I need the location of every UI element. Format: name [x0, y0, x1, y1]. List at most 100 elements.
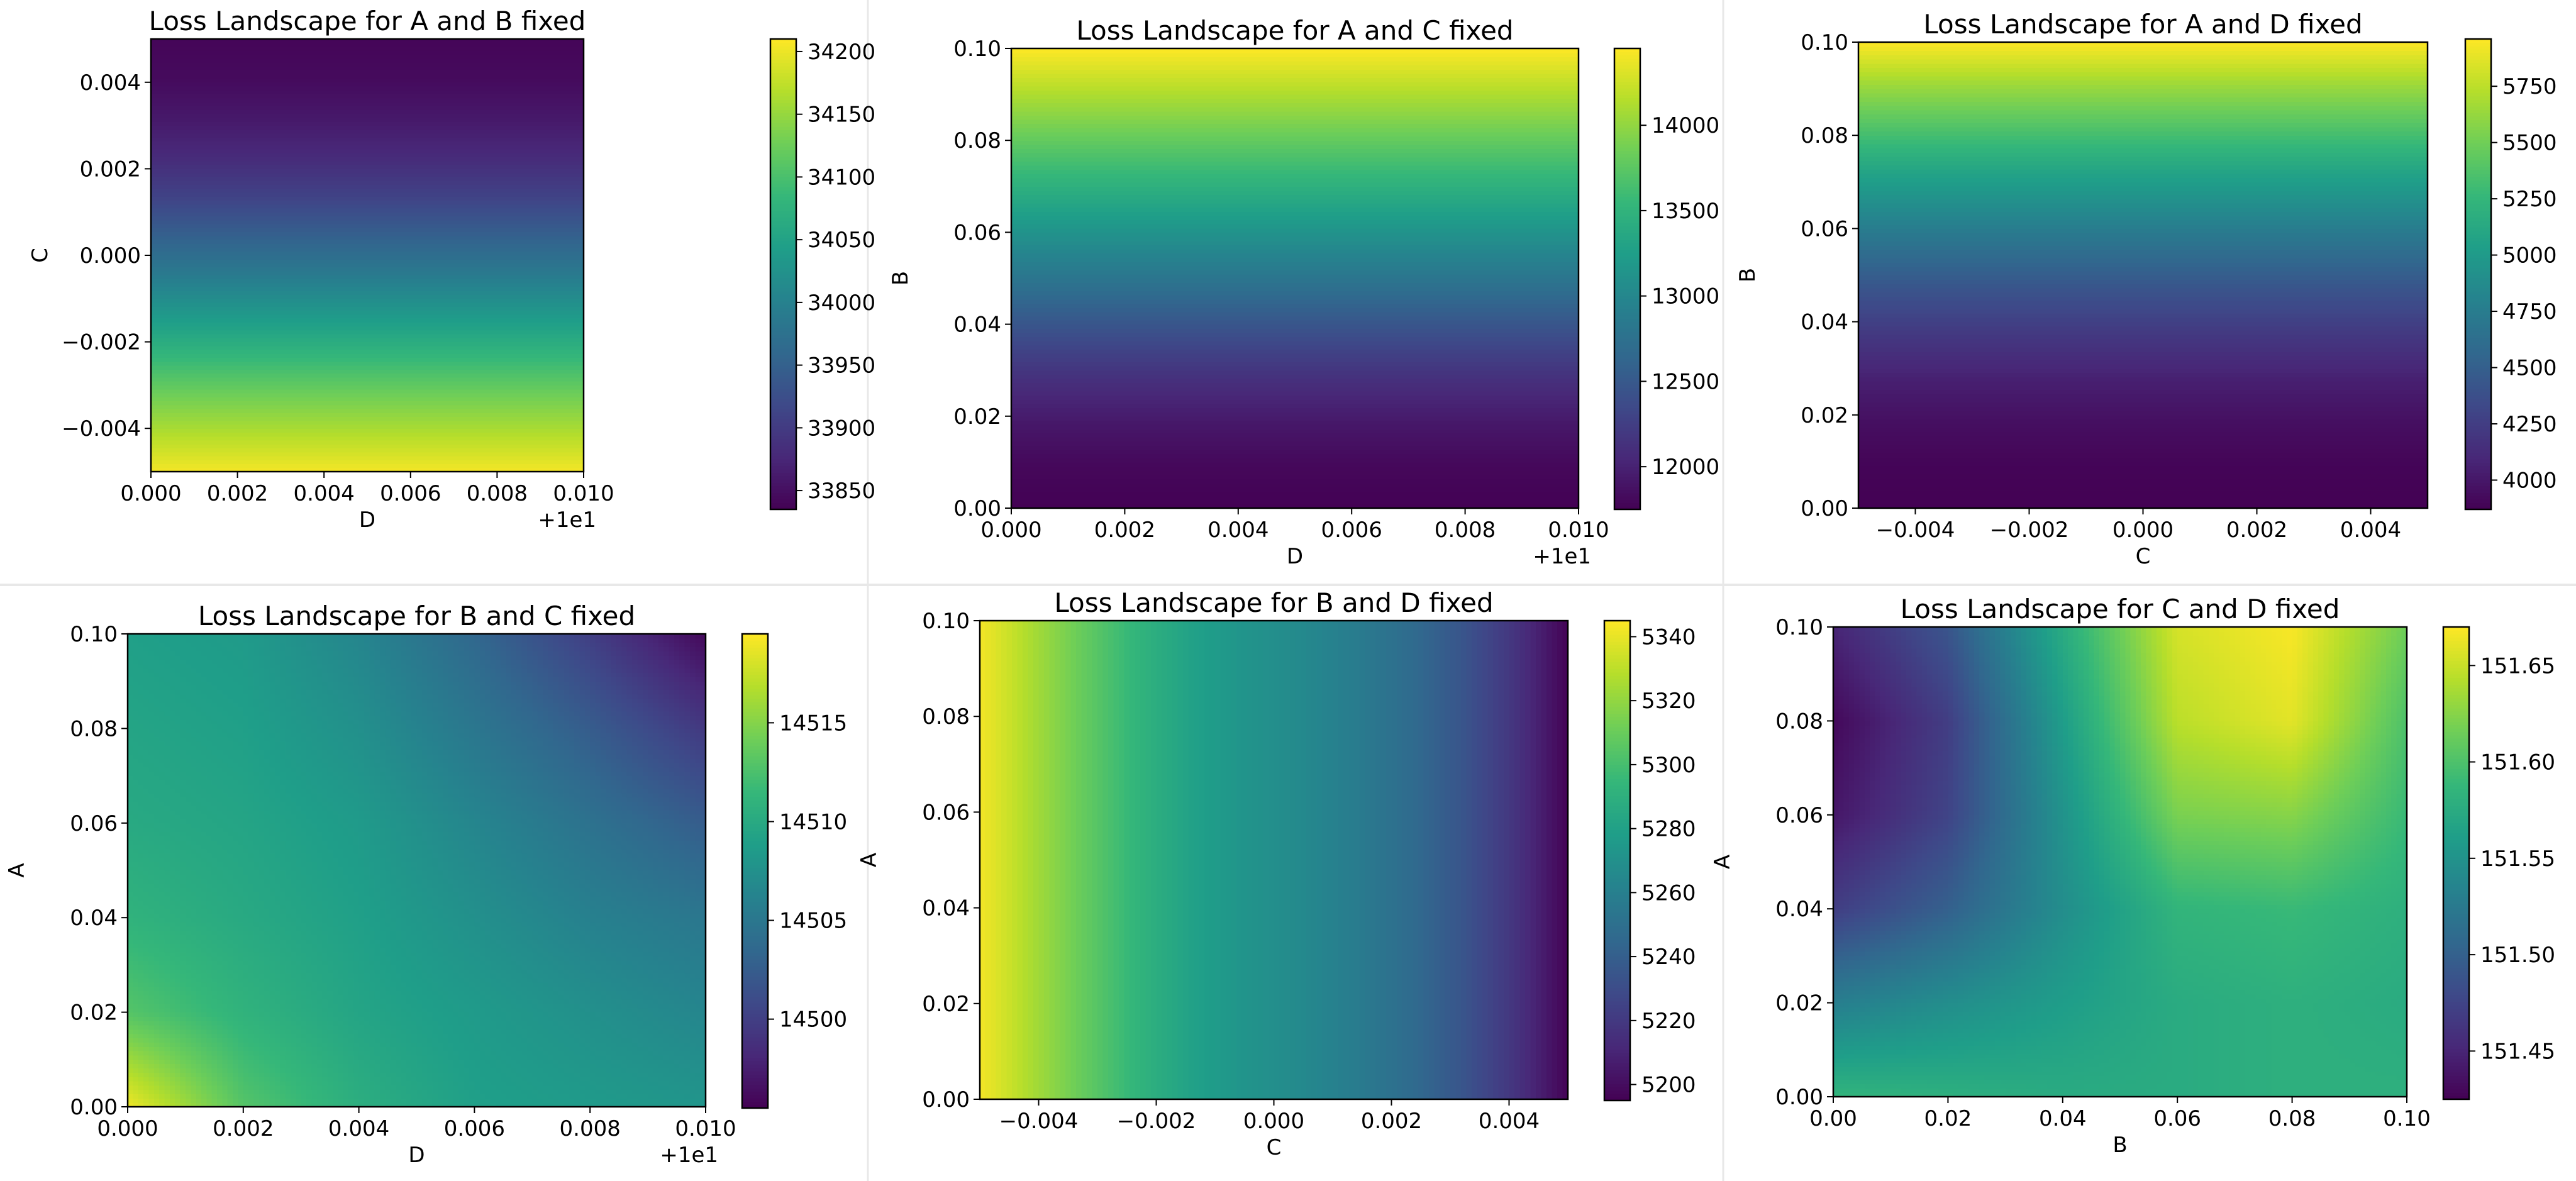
heatmap-cell	[446, 405, 450, 409]
heatmap-cell	[265, 463, 269, 468]
heatmap-cell	[486, 456, 490, 460]
heatmap-cell	[465, 444, 470, 448]
heatmap-cell	[292, 401, 297, 405]
heatmap-cell	[536, 436, 541, 441]
heatmap-cell	[395, 401, 399, 405]
heatmap-cell	[501, 428, 506, 433]
heatmap-cell	[414, 428, 419, 433]
heatmap-cell	[308, 463, 313, 468]
heatmap-cell	[486, 428, 490, 433]
heatmap-cell	[328, 424, 332, 429]
heatmap-cell	[343, 405, 348, 409]
heatmap-cell	[222, 409, 226, 413]
heatmap-cell	[568, 413, 572, 417]
heatmap-cell	[575, 409, 580, 413]
heatmap-cell	[407, 440, 411, 445]
heatmap-cell	[222, 452, 226, 457]
heatmap-cell	[442, 397, 447, 401]
heatmap-cell	[292, 432, 297, 436]
heatmap-cell	[509, 444, 513, 448]
heatmap-cell	[230, 432, 234, 436]
heatmap-cell	[320, 460, 325, 464]
heatmap-cell	[375, 436, 380, 441]
heatmap-cell	[249, 444, 253, 448]
heatmap-cell	[477, 393, 482, 397]
heatmap-cell	[343, 436, 348, 441]
heatmap-cell	[560, 421, 564, 425]
heatmap-cell	[486, 440, 490, 445]
heatmap-cell	[387, 456, 391, 460]
heatmap-cell	[556, 385, 560, 389]
heatmap-cell	[430, 424, 435, 429]
heatmap-cell	[261, 424, 265, 429]
heatmap-cell	[387, 385, 391, 389]
heatmap-cell	[434, 413, 438, 417]
heatmap-cell	[320, 389, 325, 394]
heatmap-cell	[253, 448, 258, 452]
heatmap-cell	[521, 421, 525, 425]
heatmap-cell	[505, 448, 509, 452]
heatmap-cell	[352, 456, 356, 460]
heatmap-cell	[493, 397, 497, 401]
heatmap-cell	[458, 397, 462, 401]
heatmap-cell	[280, 424, 285, 429]
heatmap-cell	[575, 389, 580, 394]
heatmap-cell	[242, 413, 246, 417]
heatmap-cell	[481, 436, 486, 441]
heatmap-cell	[489, 413, 494, 417]
heatmap-cell	[273, 413, 277, 417]
heatmap-cell	[430, 413, 435, 417]
heatmap-cell	[371, 416, 375, 421]
heatmap-cell	[497, 421, 501, 425]
heatmap-cell	[242, 428, 246, 433]
heatmap-cell	[163, 397, 167, 401]
heatmap-cell	[296, 460, 301, 464]
heatmap-cell	[517, 448, 521, 452]
heatmap-cell	[497, 448, 501, 452]
heatmap-cell	[238, 436, 242, 441]
heatmap-cell	[418, 452, 423, 457]
heatmap-cell	[568, 452, 572, 457]
heatmap-cell	[525, 448, 529, 452]
heatmap-cell	[308, 428, 313, 433]
heatmap-cell	[391, 436, 396, 441]
heatmap-cell	[170, 413, 175, 417]
heatmap-cell	[430, 428, 435, 433]
heatmap-cell	[430, 401, 435, 405]
heatmap-cell	[320, 452, 325, 457]
heatmap-cell	[364, 444, 368, 448]
heatmap-cell	[391, 440, 396, 445]
heatmap-cell	[214, 401, 218, 405]
heatmap-cell	[477, 432, 482, 436]
heatmap-cell	[465, 463, 470, 468]
heatmap-cell	[513, 416, 517, 421]
heatmap-cell	[348, 389, 352, 394]
heatmap-cell	[210, 460, 214, 464]
heatmap-cell	[465, 405, 470, 409]
heatmap-cell	[474, 452, 478, 457]
heatmap-cell	[418, 405, 423, 409]
heatmap-cell	[308, 416, 313, 421]
heatmap-cell	[383, 416, 387, 421]
heatmap-cell	[242, 397, 246, 401]
heatmap-cell	[399, 424, 403, 429]
heatmap-cell	[391, 463, 396, 468]
heatmap-cell	[332, 416, 336, 421]
heatmap-cell	[249, 440, 253, 445]
heatmap-cell	[544, 397, 548, 401]
heatmap-cell	[423, 416, 427, 421]
heatmap-cell	[438, 416, 443, 421]
heatmap-cell	[521, 397, 525, 401]
heatmap-cell	[536, 397, 541, 401]
heatmap-cell	[364, 456, 368, 460]
heatmap-cell	[517, 416, 521, 421]
heatmap-cell	[242, 385, 246, 389]
heatmap-cell	[285, 397, 289, 401]
heatmap-cell	[249, 460, 253, 464]
heatmap-cell	[269, 385, 274, 389]
heatmap-cell	[395, 448, 399, 452]
heatmap-cell	[517, 424, 521, 429]
heatmap-cell	[371, 424, 375, 429]
heatmap-cell	[528, 452, 533, 457]
heatmap-cell	[261, 448, 265, 452]
